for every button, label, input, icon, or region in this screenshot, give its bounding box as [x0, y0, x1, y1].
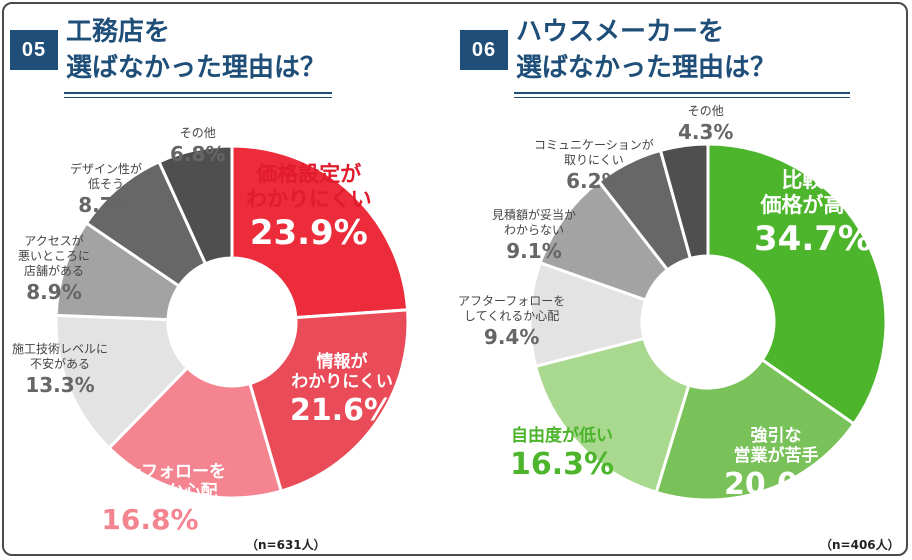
donut-hole	[168, 258, 296, 386]
slice-label-value: 21.6%	[290, 393, 395, 428]
slice-label-text: 自由度が低い	[511, 426, 614, 446]
slice-label-value: 6.2%	[566, 169, 622, 193]
slice-label-text: アクセスが 悪いところに 店舗がある	[18, 234, 91, 278]
slice-label-value: 9.4%	[483, 325, 540, 349]
slice-label-6: その他 4.3%	[678, 104, 733, 145]
slice-label-value: 23.9%	[249, 213, 368, 253]
slice-label-2: 自由度が低い 16.3%	[510, 426, 614, 484]
slice-label-value: 8.7%	[78, 193, 134, 217]
title-line-1: 工務店を	[66, 17, 171, 47]
question-number-badge: 06	[460, 30, 508, 70]
donut-chart-house-maker	[528, 142, 888, 502]
title-underline	[64, 92, 332, 98]
question-number-badge: 05	[10, 30, 58, 70]
slice-label-text: 情報が わかりにくい	[291, 352, 393, 392]
slice-label-text: アフターフォローを してくれるか心配	[74, 462, 226, 502]
slice-label-5: デザイン性が 低そう 8.7%	[70, 162, 142, 218]
slice-label-value: 13.3%	[25, 373, 95, 397]
slice-label-6: その他 6.8%	[170, 126, 225, 167]
sample-size-note: （n=631人）	[246, 538, 326, 552]
slice-label-value: 4.3%	[678, 120, 734, 144]
slice-label-text: デザイン性が 低そう	[70, 162, 143, 191]
panel-koumuten: 05 工務店を 選ばなかった理由は？ 価格設定が わかりにくい 23.9% 情報が…	[0, 0, 456, 556]
title-line-1: ハウスメーカーを	[516, 17, 725, 47]
slice-label-text: その他	[687, 104, 724, 118]
slice-label-text: 見積額が妥当か わからない	[492, 208, 577, 237]
slice-label-0: 価格設定が わかりにくい 23.9%	[246, 162, 372, 254]
slice-label-0: 比較的 価格が高い 34.7%	[754, 168, 872, 260]
title-underline	[514, 92, 850, 98]
slice-label-value: 16.3%	[510, 447, 615, 482]
slice-label-5: コミュニケーションが 取りにくい 6.2%	[534, 138, 654, 194]
slice-label-text: コミュニケーションが 取りにくい	[534, 138, 654, 167]
slice-label-3: アフターフォローを してくれるか心配 9.4%	[458, 294, 565, 350]
slice-label-3: 施工技術レベルに 不安がある 13.3%	[12, 342, 108, 398]
slice-label-text: 施工技術レベルに 不安がある	[12, 342, 109, 371]
slice-label-4: アクセスが 悪いところに 店舗がある 8.9%	[18, 234, 90, 305]
slice-label-text: その他	[179, 126, 216, 140]
slice-label-4: 見積額が妥当か わからない 9.1%	[492, 208, 576, 264]
donut-hole	[642, 256, 774, 388]
sample-size-note: （n=406人）	[820, 538, 900, 552]
slice-label-text: アフターフォローを してくれるか心配	[458, 294, 566, 323]
slice-label-text: 比較的 価格が高い	[760, 168, 866, 217]
title-line-2: 選ばなかった理由は？	[66, 53, 327, 83]
panel-house-maker: 06 ハウスメーカーを 選ばなかった理由は？ 比較的 価格が高い 34.7% 強引…	[456, 0, 912, 556]
donut-slice-6	[157, 144, 234, 266]
slice-label-value: 8.9%	[26, 280, 82, 304]
slice-label-value: 34.7%	[754, 219, 872, 259]
slice-label-value: 20.0%	[724, 467, 829, 502]
slice-label-text: 強引な 営業が苦手	[733, 426, 819, 466]
slice-label-text: 価格設定が わかりにくい	[246, 162, 372, 211]
slice-label-value: 16.8%	[101, 503, 199, 536]
slice-label-2: アフターフォローを してくれるか心配 16.8%	[74, 462, 226, 538]
slice-label-value: 6.8%	[170, 142, 226, 166]
donut-chart-koumuten	[54, 144, 410, 500]
panel-title: 工務店を 選ばなかった理由は？	[66, 14, 326, 86]
title-line-2: 選ばなかった理由は？	[516, 53, 777, 83]
slice-label-1: 強引な 営業が苦手 20.0%	[724, 426, 828, 504]
slice-label-1: 情報が わかりにくい 21.6%	[290, 352, 394, 430]
panel-title: ハウスメーカーを 選ばなかった理由は？	[516, 14, 776, 86]
slice-label-value: 9.1%	[506, 239, 562, 263]
